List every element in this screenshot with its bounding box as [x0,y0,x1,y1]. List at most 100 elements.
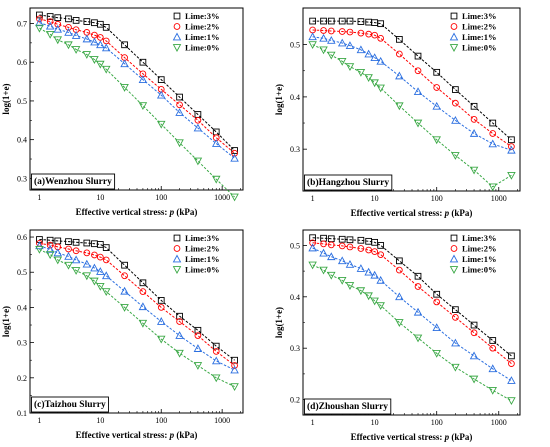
legend-item: Lime:0% [449,265,496,275]
data-point [338,17,346,25]
series-line [312,36,512,151]
data-point [356,287,366,296]
data-point [338,235,346,243]
data-point [120,286,129,295]
data-point [96,60,105,69]
legend-item: Lime:0% [172,265,219,275]
legend-item: Lime:2% [450,22,496,32]
data-point [64,27,73,36]
data-point [469,375,479,384]
panel-caption-text: (c)Taizhou Slurry [34,399,106,410]
x-tick-label: 10 [371,194,379,203]
data-point [101,271,111,280]
data-point [138,102,148,111]
series-lime3 [36,236,238,364]
y-axis-label: log(1+e) [274,84,284,115]
data-point [82,272,92,281]
data-point [35,241,44,250]
data-point [211,175,221,184]
data-point [64,41,73,50]
data-point [211,356,221,365]
data-point [194,326,202,334]
data-point [96,267,105,275]
data-point [364,49,373,58]
x-tick-label: 1000 [214,416,230,425]
data-point [71,255,81,264]
data-point [308,243,317,252]
series-lime0 [308,261,516,406]
y-tick-label: 0.6 [17,233,27,242]
data-point [120,84,129,92]
data-point [488,183,497,192]
data-point [212,348,220,355]
data-point [309,17,316,25]
data-point [64,251,73,260]
data-point [102,24,110,31]
x-tick-label: 1 [37,416,41,425]
data-point [395,266,403,274]
y-tick-label: 0.5 [290,41,300,50]
data-point [35,246,44,254]
legend-label: Lime:3% [462,11,496,21]
data-point [121,261,128,269]
data-point [451,152,460,160]
data-point [156,335,166,344]
data-point [451,115,460,124]
data-point [120,59,129,68]
data-point [433,298,441,306]
x-tick-label: 1000 [214,193,230,202]
data-point [319,266,328,275]
legend-label: Lime:2% [462,244,496,254]
data-point [488,139,497,148]
data-point [432,349,441,358]
data-point [377,34,385,42]
data-point [433,84,441,91]
y-tick-label: 0.3 [17,339,27,348]
data-point [120,304,129,312]
data-point [377,251,385,259]
data-point [432,323,441,331]
data-point [230,193,239,202]
x-tick-label: 1000 [491,418,507,427]
data-point [309,234,316,242]
legend-marker [173,234,181,242]
data-point [139,288,147,295]
data-point [452,306,459,314]
legend-label: Lime:0% [185,265,219,275]
data-point [176,101,183,109]
y-tick-label: 0.4 [17,136,27,145]
data-point [91,251,98,259]
y-tick-label: 0.2 [290,396,300,405]
data-point [230,365,239,374]
data-point [376,275,385,284]
data-point [337,57,347,66]
data-point [157,76,165,83]
series-line [39,22,235,159]
data-point [395,50,403,58]
data-point [327,51,336,60]
legend-label: Lime:1% [462,254,496,264]
data-point [36,11,43,19]
chart-panel-2: 1 10 100 1000 0.1 0.2 0.3 0.4 0.5 0.6 Effective ve… [1,229,244,440]
data-point [101,43,111,52]
data-point [452,314,459,321]
data-point [45,30,55,39]
data-point [370,297,379,306]
data-point [376,56,385,65]
data-point [138,75,148,83]
series-line [312,20,512,141]
data-point [413,307,423,316]
data-point [175,139,184,148]
data-point [139,58,147,66]
data-point [469,351,479,360]
legend-item: Lime:1% [449,254,496,264]
data-point [138,319,148,328]
legend-item: Lime:3% [173,11,219,21]
data-point [90,277,99,286]
data-point [365,246,372,254]
data-point [370,79,379,88]
legend-item: Lime:3% [450,11,496,21]
data-point [231,149,238,157]
data-point [82,34,92,43]
data-point [211,139,221,147]
